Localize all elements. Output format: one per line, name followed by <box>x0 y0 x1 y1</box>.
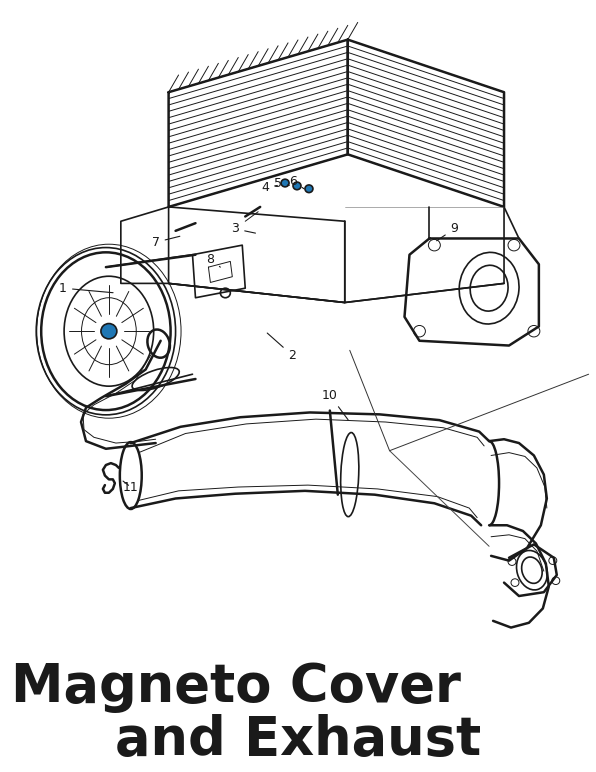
Text: 8: 8 <box>206 253 221 267</box>
Circle shape <box>293 182 301 190</box>
Circle shape <box>305 185 313 192</box>
Text: 3: 3 <box>231 222 256 235</box>
Text: Magneto Cover: Magneto Cover <box>11 661 461 713</box>
Circle shape <box>101 323 117 339</box>
Circle shape <box>281 179 289 187</box>
Text: 4: 4 <box>261 181 277 195</box>
Text: 9: 9 <box>437 222 458 241</box>
Text: 6: 6 <box>289 174 304 189</box>
Text: 5: 5 <box>274 177 289 189</box>
Text: 10: 10 <box>322 389 348 420</box>
Text: and Exhaust: and Exhaust <box>115 713 481 766</box>
Text: 1: 1 <box>59 282 113 295</box>
Text: 2: 2 <box>267 333 296 361</box>
Text: 11: 11 <box>123 480 139 493</box>
Text: 7: 7 <box>151 235 180 249</box>
